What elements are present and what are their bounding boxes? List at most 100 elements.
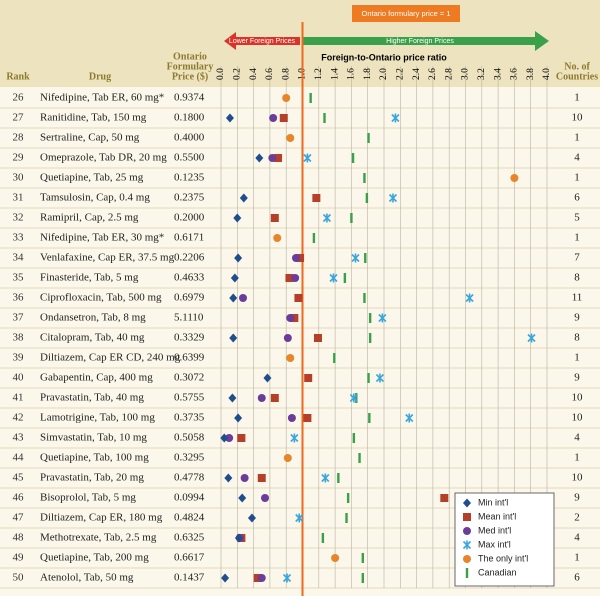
marker-bar bbox=[368, 313, 372, 323]
rank: 38 bbox=[13, 332, 25, 344]
price: 0.6979 bbox=[174, 292, 205, 304]
drug-name: Quetiapine, Tab, 100 mg bbox=[40, 452, 149, 464]
rank: 45 bbox=[13, 472, 25, 484]
legend-label: The only int'l bbox=[478, 553, 528, 563]
marker-diamond bbox=[238, 493, 247, 503]
marker-square bbox=[303, 414, 312, 422]
marker-x bbox=[295, 513, 304, 523]
countries: 1 bbox=[574, 352, 580, 364]
price-header: Formulary bbox=[167, 61, 214, 72]
countries: 4 bbox=[574, 152, 580, 164]
x-tick-label: 4.0 bbox=[542, 68, 552, 80]
marker-diamond bbox=[234, 413, 243, 423]
drug-name: Ranitidine, Tab, 150 mg bbox=[40, 112, 147, 124]
marker-circle bbox=[286, 314, 295, 322]
marker-diamond bbox=[234, 253, 243, 263]
marker-square bbox=[463, 513, 471, 521]
marker-square bbox=[313, 334, 322, 342]
price: 0.2000 bbox=[174, 212, 205, 224]
marker-diamond bbox=[224, 473, 233, 483]
drug-name: Tamsulosin, Cap, 0.4 mg bbox=[40, 192, 150, 204]
marker-circle bbox=[257, 394, 266, 402]
marker-diamond bbox=[230, 273, 239, 283]
marker-bar bbox=[343, 273, 347, 283]
legend-label: Min int'l bbox=[478, 497, 508, 507]
marker-bar bbox=[345, 513, 348, 523]
marker-x bbox=[388, 193, 398, 203]
marker-circle bbox=[239, 294, 248, 302]
reference-box bbox=[352, 5, 460, 22]
marker-square bbox=[312, 194, 321, 202]
marker-bar bbox=[355, 393, 358, 403]
countries: 1 bbox=[574, 552, 580, 564]
price-header: Ontario bbox=[173, 51, 207, 62]
price: 0.3735 bbox=[174, 412, 205, 424]
countries: 10 bbox=[572, 112, 584, 124]
countries: 10 bbox=[572, 392, 584, 404]
rank: 36 bbox=[13, 292, 25, 304]
marker-square bbox=[274, 154, 283, 162]
marker-bar bbox=[312, 233, 316, 243]
countries: 9 bbox=[574, 492, 580, 504]
price: 0.2206 bbox=[174, 252, 205, 264]
drug-name: Pravastatin, Tab, 40 mg bbox=[40, 392, 144, 404]
marker-circle bbox=[269, 114, 278, 122]
price: 0.5058 bbox=[174, 432, 205, 444]
marker-square bbox=[440, 494, 449, 502]
price: 0.1235 bbox=[174, 172, 205, 184]
marker-circle bbox=[463, 555, 471, 563]
countries-header: No. of bbox=[564, 61, 590, 72]
marker-bar bbox=[363, 293, 366, 303]
marker-bar bbox=[368, 333, 372, 343]
drug-name: Citalopram, Tab, 40 mg bbox=[40, 332, 145, 344]
countries: 10 bbox=[572, 472, 584, 484]
drug-name: Lamotrigine, Tab, 100 mg bbox=[40, 412, 155, 424]
drug-name: Ondansetron, Tab, 8 mg bbox=[40, 312, 146, 324]
marker-square bbox=[290, 314, 299, 322]
marker-x bbox=[462, 540, 472, 550]
marker-circle bbox=[273, 234, 282, 242]
x-tick-label: 2.4 bbox=[412, 68, 422, 80]
x-tick-label: 0.4 bbox=[249, 68, 259, 80]
marker-circle bbox=[225, 434, 234, 442]
price: 0.4633 bbox=[174, 272, 205, 284]
marker-square bbox=[296, 254, 305, 262]
marker-diamond bbox=[247, 513, 256, 523]
marker-bar bbox=[363, 173, 366, 183]
price: 0.6171 bbox=[174, 232, 204, 244]
marker-square bbox=[257, 474, 266, 482]
countries: 9 bbox=[574, 312, 580, 324]
arrow-label: Higher Foreign Prices bbox=[386, 38, 454, 45]
drug-name: Bisoprolol, Tab, 5 mg bbox=[40, 492, 136, 504]
marker-bar bbox=[358, 453, 361, 463]
drug-name: Quetiapine, Tab, 25 mg bbox=[40, 172, 144, 184]
marker-diamond bbox=[234, 533, 243, 543]
countries: 8 bbox=[574, 272, 580, 284]
price: 0.6325 bbox=[174, 532, 205, 544]
marker-square bbox=[279, 114, 288, 122]
marker-bar bbox=[333, 353, 336, 363]
rank: 41 bbox=[13, 392, 24, 404]
right-arrow bbox=[303, 31, 549, 51]
marker-diamond bbox=[229, 293, 238, 303]
marker-square bbox=[270, 394, 279, 402]
x-tick-label: 2.8 bbox=[444, 68, 454, 80]
x-tick-label: 3.0 bbox=[461, 68, 471, 80]
rank: 35 bbox=[13, 272, 25, 284]
marker-bar bbox=[321, 533, 325, 543]
marker-diamond bbox=[225, 113, 234, 123]
plot: 26 Nifedipine, Tab ER, 60 mg* 0.9374 127 Ran… bbox=[0, 22, 600, 596]
rank: 37 bbox=[13, 312, 25, 324]
x-tick-label: 2.2 bbox=[395, 68, 405, 80]
drug-name: Ciprofloxacin, Tab, 500 mg bbox=[40, 292, 162, 304]
legend-label: Mean int'l bbox=[478, 511, 516, 521]
drug-name: Quetiapine, Tab, 200 mg bbox=[40, 552, 149, 564]
marker-circle bbox=[286, 354, 295, 362]
x-tick-label: 1.8 bbox=[363, 68, 373, 80]
marker-diamond bbox=[220, 433, 229, 443]
countries: 10 bbox=[572, 412, 584, 424]
price: 0.3072 bbox=[174, 372, 204, 384]
countries: 1 bbox=[574, 452, 580, 464]
marker-x bbox=[527, 333, 536, 343]
